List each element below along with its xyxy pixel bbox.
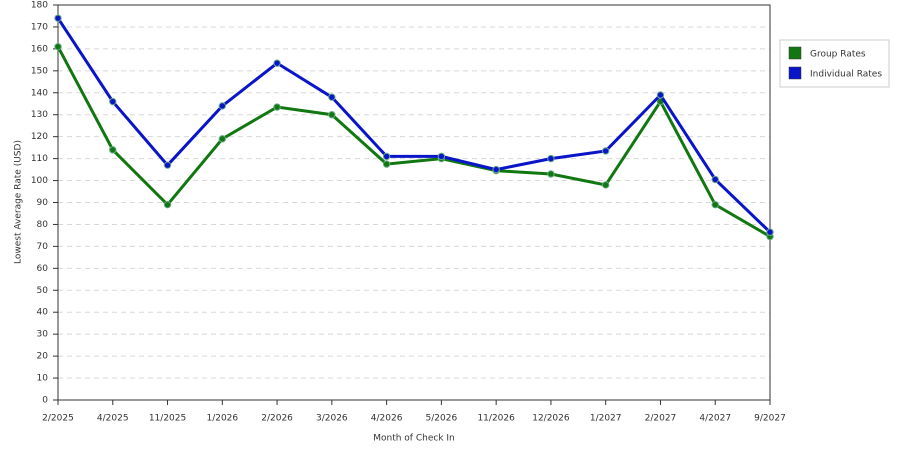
data-point — [766, 228, 774, 236]
y-tick-label: 90 — [37, 198, 49, 208]
data-point — [547, 170, 555, 178]
x-tick-label: 3/2026 — [316, 414, 348, 424]
data-point — [547, 154, 555, 163]
y-axis-label: Lowest Average Rate (USD) — [14, 140, 24, 264]
data-point — [437, 152, 446, 161]
x-tick-label: 1/2026 — [206, 414, 238, 424]
data-point — [218, 135, 227, 143]
plot-frame — [57, 4, 771, 401]
series-line — [56, 17, 772, 234]
x-tick-label: 4/2026 — [371, 414, 403, 424]
y-tick-label: 40 — [37, 308, 49, 318]
data-point — [382, 152, 391, 161]
x-tick-label: 4/2025 — [97, 414, 129, 424]
y-tick-label: 170 — [31, 22, 48, 32]
legend-swatch — [788, 66, 802, 80]
data-point — [218, 102, 227, 110]
x-tick-label: 9/2027 — [754, 414, 786, 424]
x-tick-label: 12/2026 — [532, 414, 570, 424]
data-point — [54, 14, 62, 22]
y-tick-label: 110 — [31, 154, 48, 164]
x-tick-label: 11/2025 — [149, 414, 186, 424]
data-point — [328, 93, 336, 101]
y-tick-label: 50 — [37, 286, 49, 296]
y-tick-label: 120 — [31, 132, 48, 142]
y-tick-label: 10 — [37, 374, 49, 384]
data-point — [601, 181, 610, 189]
x-tick-label: 4/2027 — [699, 414, 731, 424]
y-tick-label: 20 — [37, 352, 49, 362]
data-point — [656, 91, 665, 99]
y-tick-label: 140 — [31, 88, 48, 98]
y-tick-label: 150 — [31, 66, 48, 76]
y-tick-label: 30 — [37, 330, 49, 340]
data-point — [601, 147, 610, 155]
y-tick-label: 130 — [31, 110, 48, 120]
x-tick-label: 11/2026 — [477, 414, 515, 424]
y-tick-label: 100 — [31, 176, 48, 186]
legend-label: Individual Rates — [810, 70, 882, 80]
y-tick-label: 70 — [37, 242, 49, 252]
x-tick-label: 5/2026 — [426, 414, 458, 424]
x-tick-label: 1/2027 — [590, 414, 622, 424]
legend-swatch — [788, 46, 802, 60]
legend-label: Group Rates — [810, 50, 866, 60]
y-tick-label: 60 — [37, 264, 49, 274]
x-tick-label: 2/2025 — [42, 414, 74, 424]
data-point — [328, 111, 336, 119]
data-point — [109, 146, 117, 154]
data-point — [711, 175, 719, 184]
y-tick-label: 180 — [31, 1, 48, 11]
data-point — [273, 59, 281, 67]
x-tick-label: 2/2027 — [645, 414, 677, 424]
y-tick-label: 80 — [37, 220, 49, 230]
data-point — [109, 97, 117, 106]
y-tick-label: 160 — [31, 44, 48, 54]
x-axis-label: Month of Check In — [373, 434, 455, 444]
data-point — [273, 103, 281, 111]
data-point — [163, 161, 172, 169]
data-point — [711, 200, 719, 209]
data-point — [163, 200, 172, 209]
data-point — [382, 160, 391, 168]
series-line — [56, 45, 771, 238]
y-tick-label: 0 — [42, 396, 48, 406]
data-point — [492, 165, 500, 174]
data-point — [54, 42, 62, 51]
x-tick-label: 2/2026 — [261, 414, 293, 424]
